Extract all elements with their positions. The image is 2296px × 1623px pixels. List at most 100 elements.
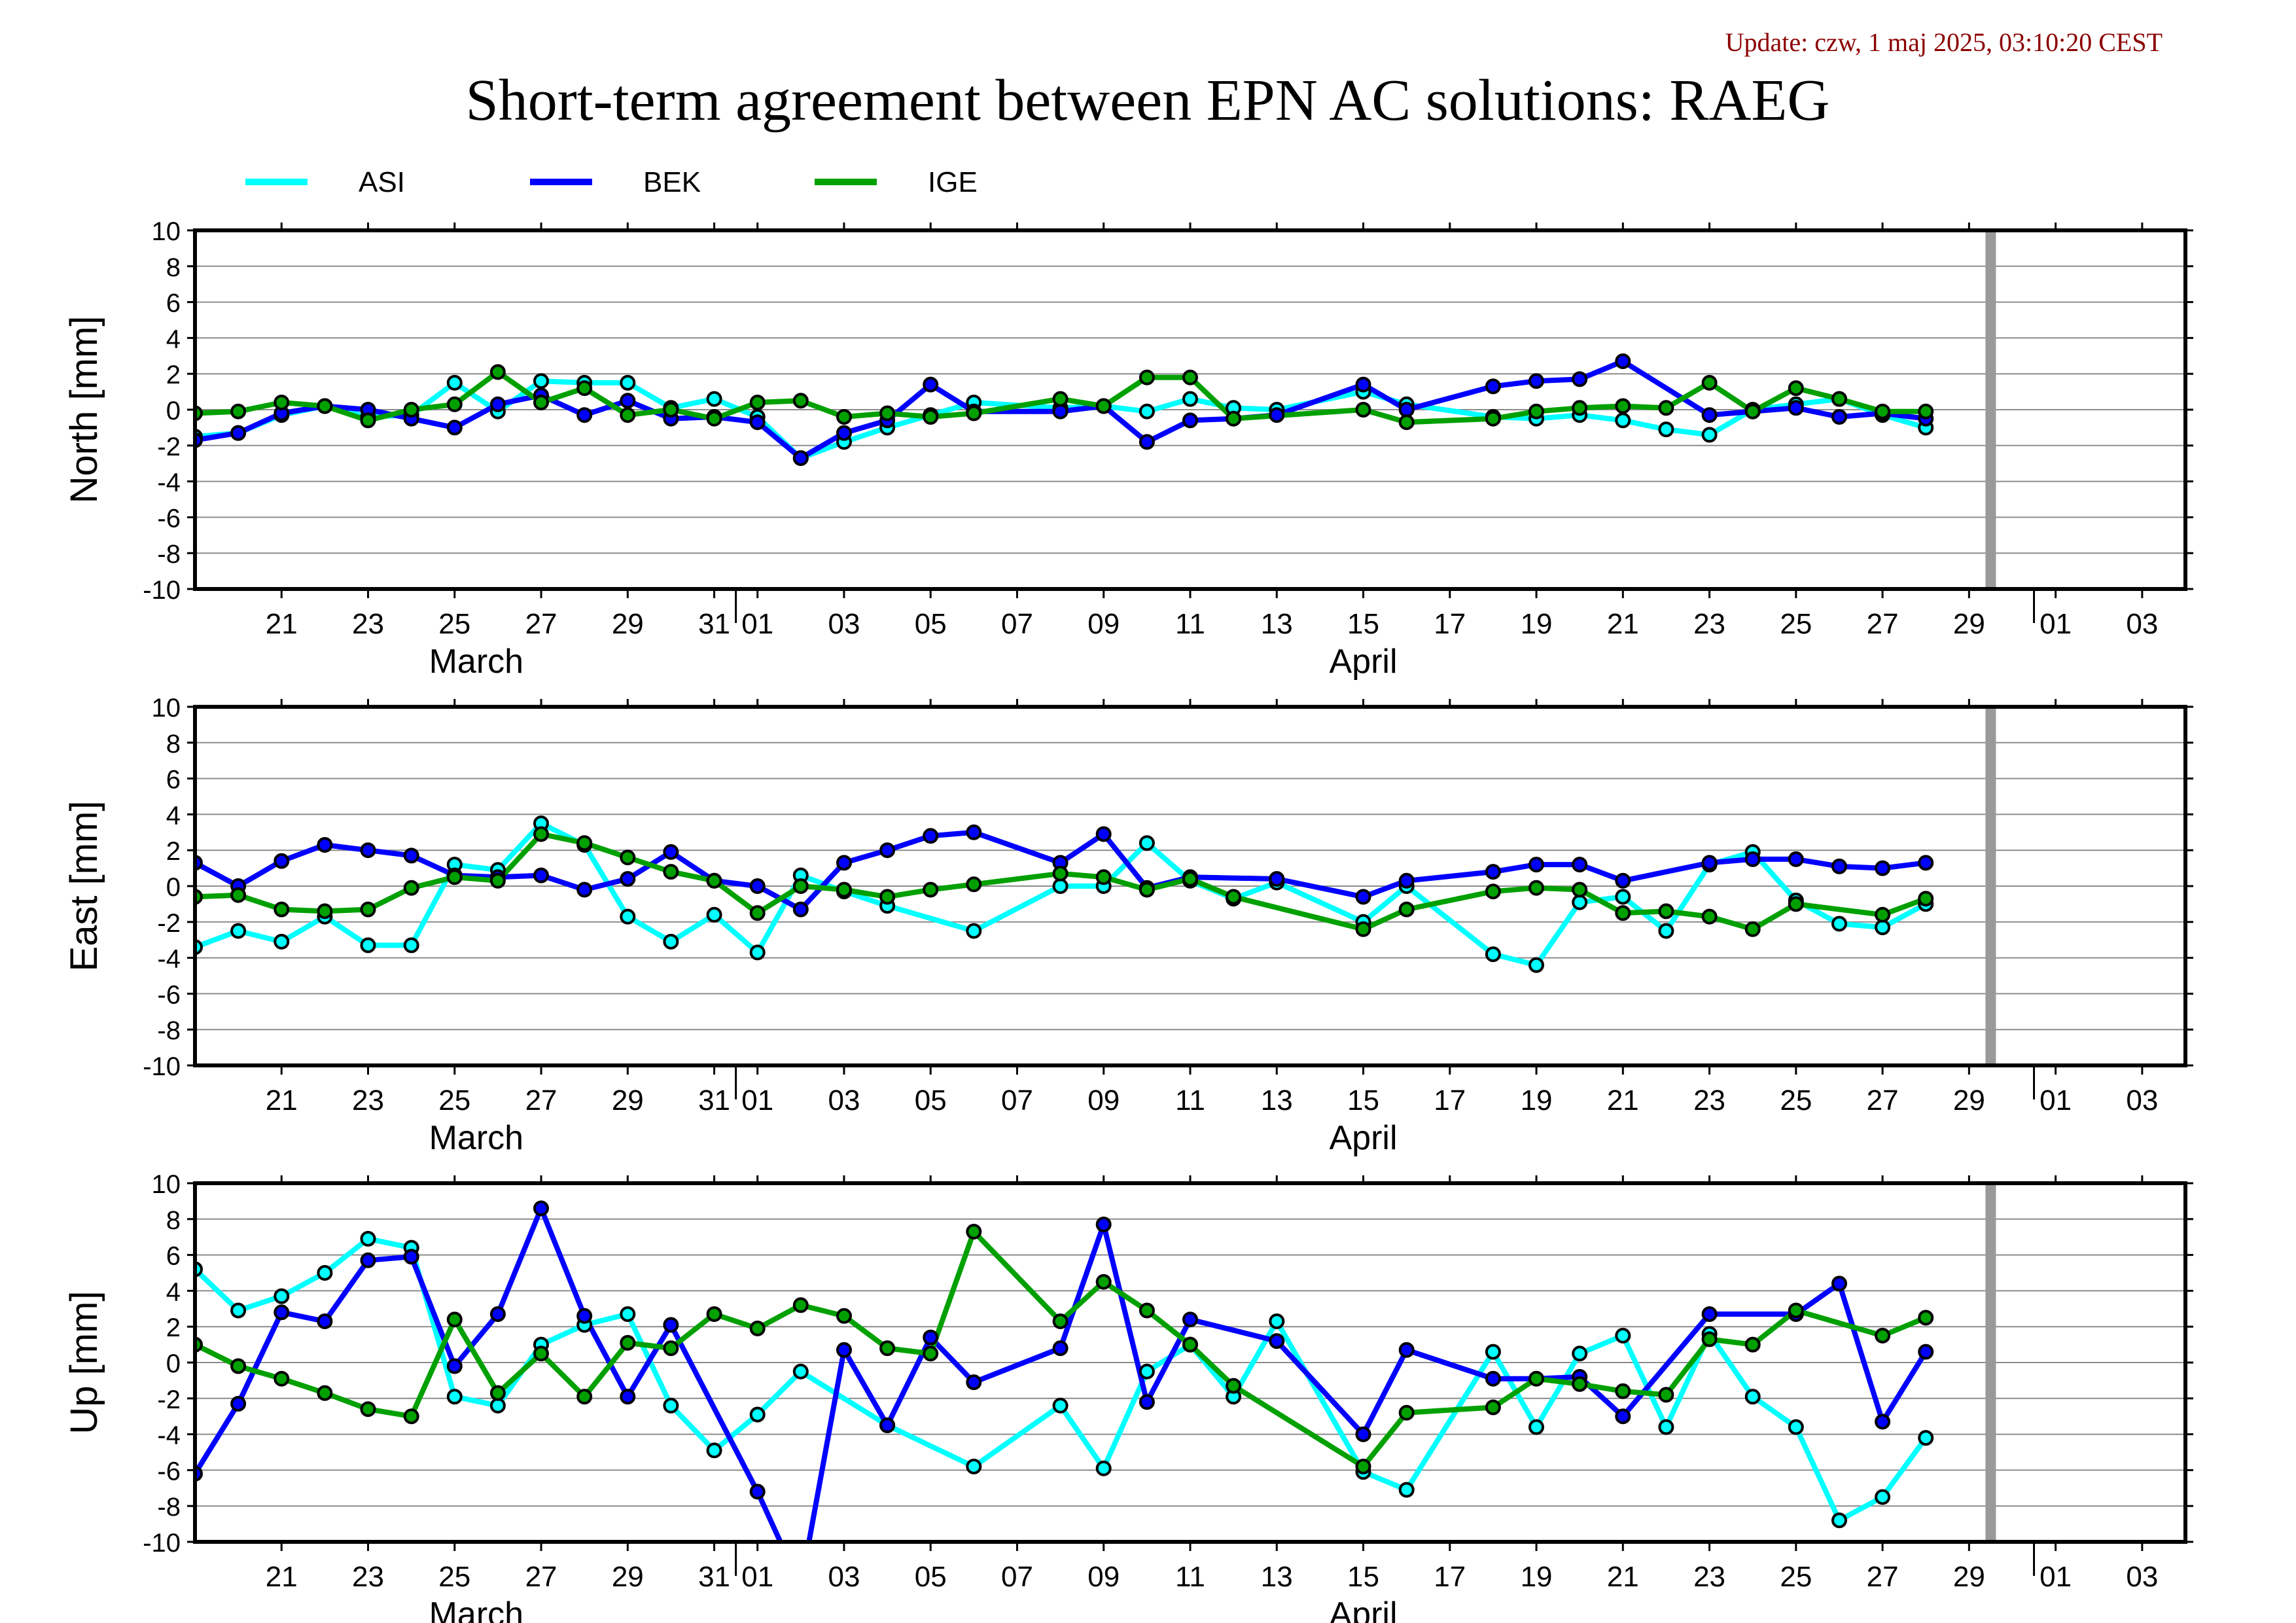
data-point-bek (1528, 857, 1544, 873)
x-tick-label: 15 (1347, 1084, 1379, 1116)
data-point-bek (1052, 1340, 1069, 1357)
y-tick-label: -10 (143, 576, 181, 605)
data-point-bek (1528, 373, 1544, 389)
y-tick-label: 10 (152, 1170, 181, 1199)
data-point-ige (1485, 1399, 1501, 1416)
data-point-ige (836, 409, 852, 425)
x-tick-label: 01 (741, 1561, 773, 1593)
y-tick-label: -6 (157, 980, 181, 1009)
data-point-bek (749, 1484, 766, 1500)
x-tick-label: 13 (1261, 608, 1293, 640)
data-point-ige (360, 901, 376, 918)
data-point-bek (1918, 1344, 1934, 1360)
data-point-bek (1875, 1414, 1891, 1430)
data-point-bek (1615, 1408, 1631, 1425)
data-point-bek (792, 450, 809, 466)
y-tick-label: 8 (166, 253, 181, 282)
data-point-asi (403, 937, 419, 954)
y-tick-label: 8 (166, 730, 181, 758)
x-tick-label: 09 (1087, 1561, 1120, 1593)
data-point-asi (1658, 421, 1674, 438)
x-tick-label: 27 (525, 608, 557, 640)
data-point-ige (879, 405, 896, 421)
data-point-ige (576, 380, 593, 397)
month-label: April (1330, 1119, 1398, 1157)
data-point-ige (923, 882, 939, 898)
data-point-bek (1831, 858, 1847, 874)
data-point-bek (489, 1306, 506, 1322)
data-point-ige (1744, 403, 1761, 419)
data-point-bek (446, 1358, 463, 1374)
data-point-asi (1269, 1313, 1285, 1329)
data-point-bek (1398, 872, 1415, 889)
data-point-ige (1139, 369, 1155, 385)
data-point-ige (749, 395, 766, 410)
data-point-asi (1615, 889, 1631, 905)
y-tick-label: -4 (157, 469, 181, 497)
x-tick-label: 31 (698, 608, 730, 640)
data-point-ige (403, 880, 419, 896)
y-tick-label: 2 (166, 1313, 181, 1342)
y-tick-label: 6 (166, 1242, 181, 1271)
data-point-asi (274, 1288, 290, 1304)
data-point-ige (1615, 905, 1631, 921)
data-point-bek (663, 844, 679, 860)
data-point-ige (620, 1334, 636, 1351)
x-tick-label: 03 (828, 1561, 860, 1593)
data-point-bek (317, 1313, 333, 1329)
data-point-bek (489, 396, 506, 412)
y-tick-label: 2 (166, 837, 181, 866)
x-tick-label: 29 (612, 1561, 644, 1593)
x-tick-label: 13 (1261, 1084, 1293, 1116)
data-point-bek (533, 867, 549, 883)
data-point-ige (446, 1311, 463, 1328)
data-point-asi (1052, 1397, 1069, 1414)
data-point-ige (1226, 889, 1242, 905)
data-point-ige (274, 901, 290, 918)
x-tick-label: 25 (1780, 1561, 1812, 1593)
y-tick-label: 0 (166, 397, 181, 425)
data-point-ige (1398, 901, 1415, 918)
data-point-bek (923, 1329, 939, 1346)
data-point-bek (576, 882, 593, 898)
y-tick-label: -8 (157, 1016, 181, 1045)
data-point-ige (1701, 374, 1718, 391)
data-point-ige (1095, 869, 1112, 885)
data-point-ige (663, 864, 679, 880)
data-point-ige (1095, 398, 1112, 414)
data-point-bek (360, 1252, 376, 1268)
y-axis-label: Up [mm] (63, 1291, 105, 1434)
data-point-ige (1658, 903, 1674, 919)
data-point-asi (663, 933, 679, 950)
data-point-ige (836, 882, 852, 898)
y-tick-label: 2 (166, 361, 181, 389)
panel-frame (193, 1181, 2187, 1544)
x-tick-label: 13 (1261, 1561, 1293, 1593)
data-point-bek (792, 901, 809, 918)
data-point-ige (1918, 1310, 1934, 1326)
data-point-asi (1615, 1327, 1631, 1344)
data-point-ige (1744, 1336, 1761, 1353)
x-tick-label: 05 (915, 1084, 947, 1116)
x-tick-label: 21 (1607, 608, 1639, 640)
y-tick-label: 6 (166, 289, 181, 318)
x-tick-label: 21 (1607, 1561, 1639, 1593)
data-point-ige (1701, 908, 1718, 925)
series-line-asi (195, 1236, 1928, 1524)
data-point-bek (1572, 371, 1588, 387)
data-point-asi (966, 923, 982, 939)
data-point-asi (1615, 412, 1631, 429)
data-point-ige (1701, 1331, 1718, 1347)
data-point-asi (1918, 1430, 1934, 1446)
x-tick-label: 03 (2126, 1084, 2158, 1116)
legend-label: IGE (928, 166, 978, 198)
x-tick-label: 19 (1521, 608, 1553, 640)
data-point-ige (1398, 1404, 1415, 1421)
data-point-asi (1139, 403, 1155, 419)
x-tick-label: 27 (525, 1561, 557, 1593)
data-point-bek (533, 1200, 549, 1217)
data-point-asi (1831, 1512, 1847, 1529)
data-point-asi (1182, 391, 1198, 407)
data-point-ige (230, 1358, 247, 1374)
